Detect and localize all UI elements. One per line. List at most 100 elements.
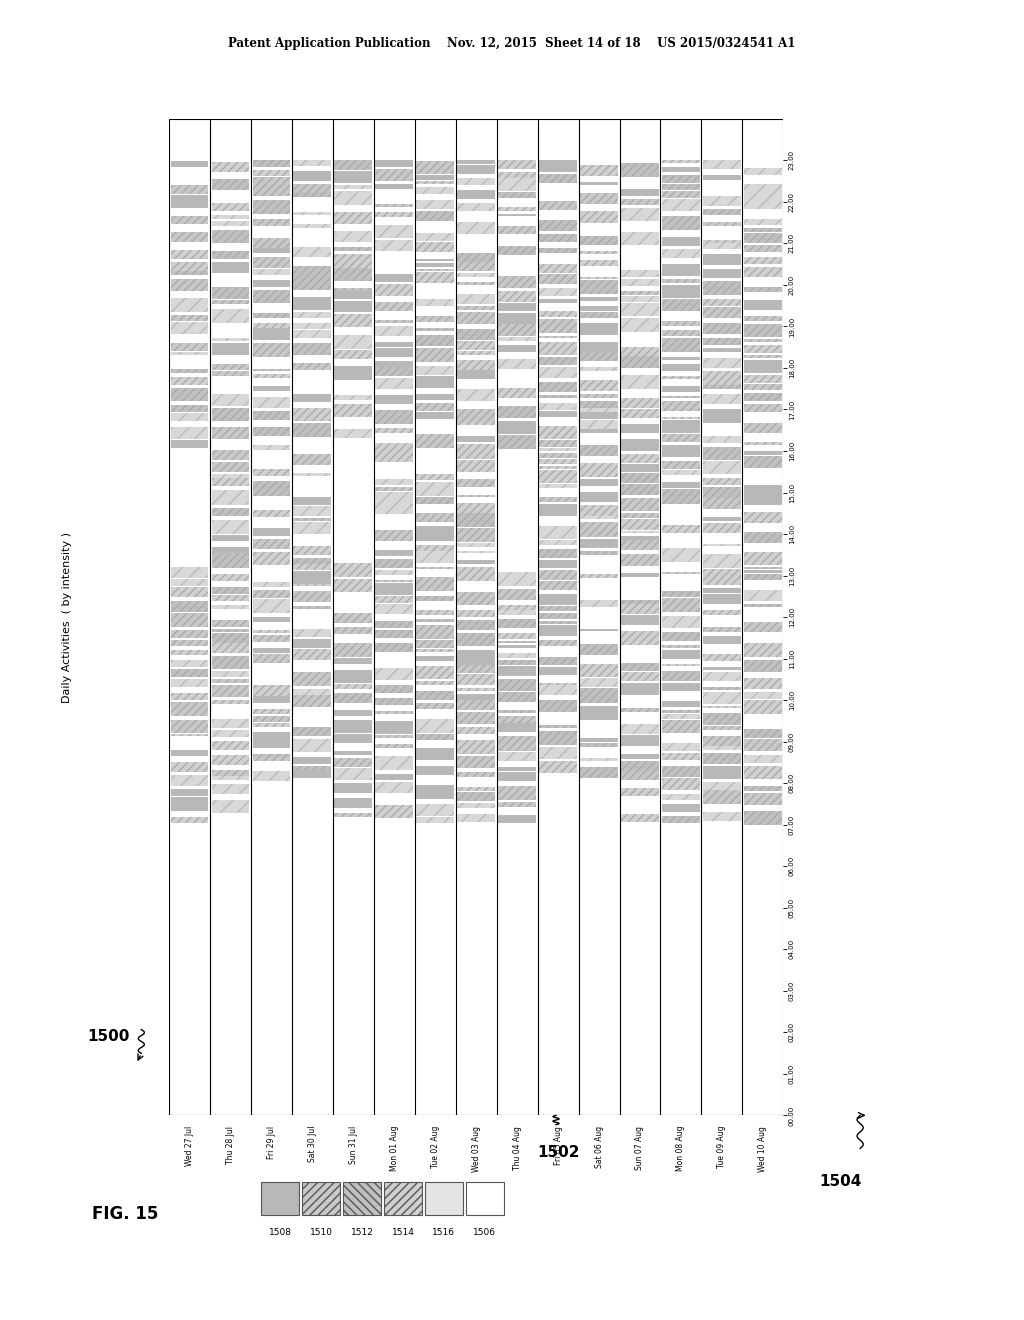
Bar [622, 296, 658, 301]
Bar [703, 160, 740, 169]
Bar [253, 737, 290, 748]
Bar [417, 665, 454, 678]
Bar [581, 688, 617, 702]
Bar [253, 771, 290, 780]
Bar [744, 590, 781, 602]
Bar [744, 256, 781, 264]
Bar [294, 726, 331, 735]
Bar [294, 628, 331, 636]
Bar [581, 280, 617, 294]
Bar [212, 474, 249, 478]
Bar [294, 639, 331, 648]
Bar [376, 698, 413, 705]
Bar [335, 758, 372, 767]
Bar [171, 789, 208, 796]
Bar [458, 566, 495, 581]
Bar [540, 440, 577, 447]
Bar [622, 672, 658, 681]
Bar [581, 491, 617, 502]
Bar [703, 706, 740, 708]
Bar [663, 285, 699, 298]
Bar [703, 308, 740, 318]
Bar [294, 689, 331, 694]
Bar [294, 193, 331, 197]
Bar [703, 523, 740, 532]
Bar [581, 306, 617, 312]
Bar [499, 605, 536, 610]
Bar [335, 366, 372, 380]
Bar [376, 169, 413, 181]
Bar [458, 610, 495, 618]
Bar [581, 523, 617, 537]
Bar [294, 523, 331, 535]
Bar [458, 665, 495, 673]
Bar [744, 195, 781, 209]
Bar [458, 263, 495, 272]
Bar [663, 434, 699, 442]
Bar [663, 321, 699, 326]
Bar [417, 648, 454, 652]
Bar [540, 700, 577, 713]
Bar [703, 338, 740, 346]
Bar [499, 359, 536, 370]
Bar [212, 343, 249, 355]
Bar [622, 536, 658, 540]
Bar [212, 162, 249, 173]
Text: Patent Application Publication    Nov. 12, 2015  Sheet 14 of 18    US 2015/03245: Patent Application Publication Nov. 12, … [228, 37, 796, 50]
Bar [294, 185, 331, 191]
Bar [622, 708, 658, 711]
Bar [335, 395, 372, 400]
Bar [458, 787, 495, 792]
Bar [253, 630, 290, 634]
Bar [663, 672, 699, 681]
Bar [376, 348, 413, 358]
Bar [417, 734, 454, 739]
Bar [458, 560, 495, 564]
Bar [335, 301, 372, 312]
Bar [171, 797, 208, 810]
Bar [540, 594, 577, 605]
Bar [376, 492, 413, 504]
Bar [663, 482, 699, 488]
Bar [212, 309, 249, 322]
Bar [458, 360, 495, 370]
Bar [622, 513, 658, 519]
Bar [744, 532, 781, 543]
Bar [253, 470, 290, 477]
Bar [253, 183, 290, 195]
Bar [376, 487, 413, 491]
Bar [540, 470, 577, 483]
Text: Sun 07 Aug: Sun 07 Aug [636, 1126, 644, 1170]
Bar [171, 322, 208, 334]
Bar [540, 298, 577, 304]
Bar [540, 657, 577, 665]
Bar [212, 730, 249, 738]
Bar [581, 420, 617, 429]
Bar [417, 817, 454, 824]
Bar [376, 668, 413, 680]
Bar [703, 783, 740, 791]
Bar [376, 226, 413, 239]
Bar [703, 594, 740, 603]
Bar [253, 248, 290, 253]
Text: 1502: 1502 [538, 1144, 581, 1160]
Bar [703, 589, 740, 593]
Bar [663, 490, 699, 504]
Bar [744, 168, 781, 174]
Bar [663, 721, 699, 733]
Bar [499, 737, 536, 751]
Bar [663, 183, 699, 190]
Bar [744, 755, 781, 763]
Bar [540, 606, 577, 611]
Bar [744, 384, 781, 391]
Bar [335, 659, 372, 664]
Bar [540, 275, 577, 284]
Bar [417, 690, 454, 700]
Bar [171, 185, 208, 194]
Bar [540, 342, 577, 355]
Bar [540, 682, 577, 685]
Bar [663, 199, 699, 211]
Bar [212, 755, 249, 766]
Bar [212, 678, 249, 684]
Bar [581, 193, 617, 203]
